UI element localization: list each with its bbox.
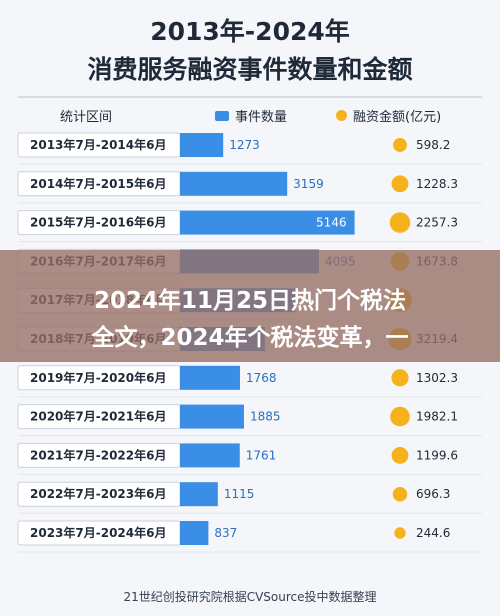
legend-count-label: 事件数量: [235, 110, 288, 125]
amount-dot: [391, 369, 409, 387]
count-value-label: 1115: [224, 487, 255, 501]
count-value-label: 1273: [229, 138, 260, 152]
count-bar: [180, 482, 218, 507]
chart-title-line1: 2013年-2024年: [150, 17, 350, 46]
legend-period: 统计区间: [60, 106, 112, 125]
row-label: 2020年7月-2021年6月: [30, 409, 166, 424]
dot-swatch-icon: [336, 110, 347, 121]
amount-value-label: 1302.3: [416, 371, 458, 385]
row-label: 2013年7月-2014年6月: [30, 137, 166, 152]
amount-dot: [391, 175, 409, 193]
row-label: 2019年7月-2020年6月: [30, 370, 166, 385]
count-bar: [180, 171, 288, 196]
bar-swatch-icon: [215, 110, 229, 121]
legend-amount: 融资金额(亿元): [336, 106, 441, 125]
legend-count: 事件数量: [215, 106, 287, 125]
legend-period-label: 统计区间: [60, 110, 113, 125]
amount-dot: [393, 138, 407, 152]
row-label: 2022年7月-2023年6月: [30, 486, 166, 501]
amount-value-label: 1228.3: [416, 177, 458, 191]
amount-value-label: 244.6: [416, 526, 450, 540]
header-divider: [18, 96, 482, 98]
legend-amount-label: 融资金额(亿元): [353, 110, 442, 125]
row-label: 2021年7月-2022年6月: [30, 447, 166, 462]
count-bar: [180, 133, 224, 157]
row-label: 2015年7月-2016年6月: [30, 215, 166, 230]
source-footer: 21世纪创投研究院根据CVSource投中数据整理: [123, 590, 377, 604]
amount-dot: [390, 406, 410, 427]
count-bar: [180, 443, 240, 468]
count-value-label: 5146: [316, 216, 347, 230]
row-label: 2014年7月-2015年6月: [30, 176, 166, 191]
amount-value-label: 696.3: [416, 487, 450, 501]
count-value-label: 1885: [250, 410, 281, 424]
count-bar: [180, 521, 209, 545]
amount-dot: [392, 486, 408, 502]
count-value-label: 837: [214, 526, 237, 540]
count-bar: [180, 365, 240, 390]
chart-title-line2: 消费服务融资事件数量和金额: [87, 55, 413, 84]
count-value-label: 3159: [293, 177, 324, 191]
amount-dot: [394, 527, 406, 539]
amount-value-label: 598.2: [416, 138, 450, 152]
count-bar: [180, 210, 355, 235]
count-value-label: 1768: [246, 371, 277, 385]
amount-dot: [391, 446, 409, 464]
overlay-headline-line2: 全文，2024年个税法变革，一: [91, 325, 409, 351]
count-bar: [180, 404, 244, 429]
overlay-headline-line1: 2024年11月25日热门个税法: [93, 288, 407, 314]
amount-value-label: 1982.1: [416, 410, 458, 424]
row-label: 2023年7月-2024年6月: [30, 525, 166, 540]
count-value-label: 1761: [246, 448, 277, 462]
headline-overlay: [0, 250, 500, 362]
amount-value-label: 2257.3: [416, 216, 458, 230]
amount-dot: [389, 212, 411, 233]
amount-value-label: 1199.6: [416, 448, 458, 462]
